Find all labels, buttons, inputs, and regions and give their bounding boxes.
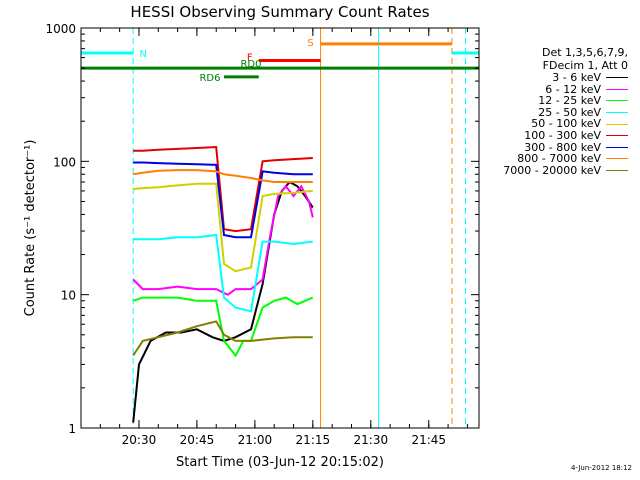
annotation-label-f: F (247, 53, 253, 64)
annotation-label-n: N (139, 49, 146, 60)
legend: Det 1,3,5,6,7,9, FDecim 1, Att 0 3 - 6 k… (470, 46, 638, 176)
legend-item-25-50-kev: 25 - 50 keV (470, 107, 638, 119)
legend-item-100-300-kev: 100 - 300 keV (470, 130, 638, 142)
legend-label: 800 - 7000 keV (517, 152, 601, 166)
legend-item-800-7000-kev: 800 - 7000 keV (470, 153, 638, 165)
legend-label: 7000 - 20000 keV (503, 163, 601, 177)
legend-label: 25 - 50 keV (538, 105, 601, 119)
x-axis-label: Start Time (03-Jun-12 20:15:02) (176, 455, 384, 470)
legend-swatch (606, 135, 628, 137)
plot-frame (80, 27, 480, 429)
legend-swatch (606, 112, 628, 114)
legend-swatch (606, 146, 628, 148)
legend-swatch (606, 170, 628, 172)
series-12-25-kev (132, 296, 314, 358)
legend-item-7000-20000-kev: 7000 - 20000 keV (470, 165, 638, 177)
series-7000-20000-kev (132, 320, 313, 357)
annotation-label-rd6: RD6 (199, 73, 220, 84)
x-tick-label: 20:30 (122, 433, 157, 447)
y-axis-label: Count Rate (s⁻¹ detector⁻¹) (23, 140, 38, 317)
series-50-100-kev (133, 182, 313, 273)
legend-label: 50 - 100 keV (531, 117, 601, 131)
legend-swatch (606, 100, 628, 102)
legend-item-300-800-kev: 300 - 800 keV (470, 140, 638, 154)
y-tick-label: 100 (53, 155, 76, 169)
legend-label: 100 - 300 keV (524, 128, 601, 142)
y-ticks: 1 10 100 1000 (45, 22, 479, 436)
legend-rows: 3 - 6 keV 6 - 12 keV 12 - 25 keV 25 - 50 ke… (470, 72, 638, 176)
legend-item-6-12-kev: 6 - 12 keV (470, 82, 638, 96)
chart-title: HESSI Observing Summary Count Rates (130, 3, 429, 21)
annotation-label-s: S (307, 38, 313, 49)
x-tick-label: 21:15 (296, 433, 331, 447)
legend-swatch (606, 88, 628, 90)
series-800-7000-kev (133, 169, 313, 183)
legend-label: 12 - 25 keV (538, 94, 601, 108)
legend-item-50-100-kev: 50 - 100 keV (470, 118, 638, 130)
legend-label: 6 - 12 keV (545, 82, 601, 96)
x-tick-label: 21:00 (238, 433, 273, 447)
series-lines (132, 145, 314, 423)
legend-label: 3 - 6 keV (552, 71, 601, 84)
y-tick-label: 10 (61, 289, 76, 303)
legend-header-line-2: FDecim 1, Att 0 (542, 59, 628, 72)
y-tick-label: 1 (68, 422, 76, 436)
series-3-6-kev (132, 180, 314, 423)
series-25-50-kev (133, 233, 313, 313)
legend-item-12-25-kev: 12 - 25 keV (470, 95, 638, 107)
legend-item-3-6-kev: 3 - 6 keV (470, 72, 638, 84)
series-6-12-kev (132, 184, 314, 296)
legend-header-line-1: Det 1,3,5,6,7,9, (541, 46, 628, 59)
x-tick-label: 21:45 (411, 433, 446, 447)
legend-label: 300 - 800 keV (524, 140, 601, 154)
legend-swatch (606, 77, 628, 79)
annotation-label-rd0: RD0 (240, 59, 261, 70)
series-300-800-kev (133, 161, 313, 239)
legend-swatch (606, 158, 628, 160)
y-tick-label: 1000 (45, 22, 76, 36)
legend-swatch (606, 123, 628, 125)
x-ticks: 20:30 20:45 21:00 21:15 21:30 21:45 (80, 28, 468, 447)
footer-timestamp: 4-Jun-2012 18:12 (570, 464, 632, 472)
x-tick-label: 20:45 (180, 433, 215, 447)
x-tick-label: 21:30 (354, 433, 389, 447)
